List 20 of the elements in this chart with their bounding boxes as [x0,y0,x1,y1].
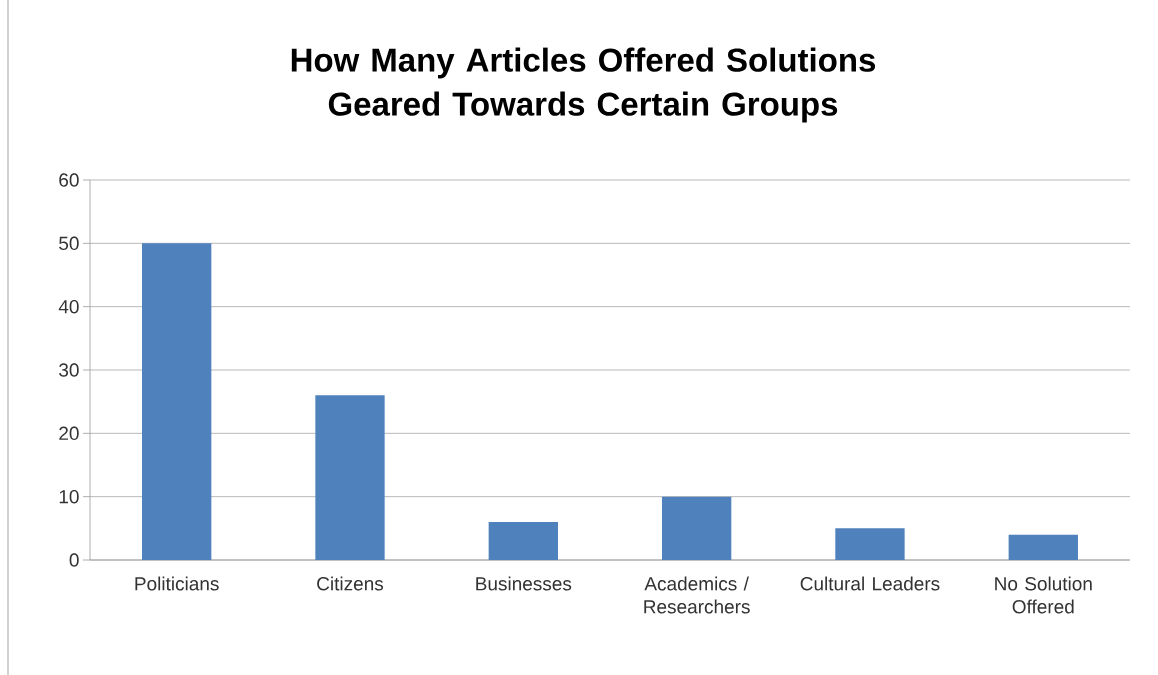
bar [835,528,905,560]
x-tick-label: Politicians [135,576,219,591]
y-tick-label: 60 [59,173,79,187]
y-tick-label: 10 [59,489,79,504]
bar [142,243,212,560]
x-tick-label: Businesses [476,576,572,591]
x-tick-label: Academics / Researchers [644,576,750,614]
chart-title: How Many Articles Offered Solutions Geared Towards Certain Groups [291,47,876,123]
bar [661,496,732,560]
y-tick-label: 0 [69,553,79,567]
bar [488,522,558,560]
y-tick-label: 50 [59,236,79,251]
bar [1008,534,1078,560]
x-tick-label: Citizens [317,576,384,591]
y-tick-label: 30 [59,363,79,377]
x-tick-label: Cultural Leaders [800,576,940,591]
bar [315,395,385,560]
y-tick-label: 20 [59,426,79,441]
x-tick-label: No Solution Offered [995,576,1092,614]
y-tick-label: 40 [58,299,79,314]
